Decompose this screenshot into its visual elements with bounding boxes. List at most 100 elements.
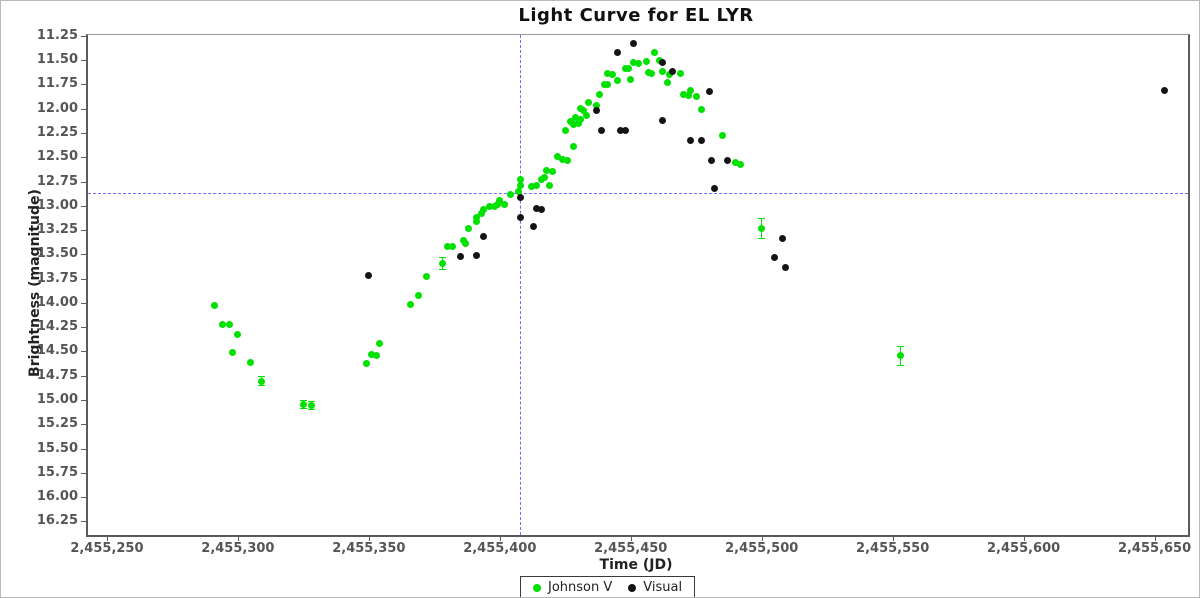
y-tick-mark	[81, 351, 86, 353]
data-point-visual	[480, 232, 488, 240]
y-tick-label: 12.25	[36, 125, 78, 141]
x-tick-label: 2,455,350	[332, 541, 406, 556]
error-bar-cap	[299, 407, 307, 409]
crosshair-vertical-line	[520, 35, 522, 535]
data-point-visual	[593, 106, 601, 114]
data-point-johnson-v	[493, 200, 501, 208]
data-point-johnson-v	[577, 116, 585, 124]
data-point-visual	[472, 252, 480, 260]
data-point-johnson-v	[234, 331, 242, 339]
x-tick-label: 2,455,400	[463, 541, 537, 556]
y-tick-label: 16.00	[36, 489, 78, 505]
y-tick-label: 14.00	[36, 294, 78, 310]
data-point-johnson-v	[676, 69, 684, 77]
data-point-johnson-v	[564, 157, 572, 165]
y-tick-label: 12.75	[36, 173, 78, 189]
data-point-johnson-v	[299, 400, 307, 408]
chart-title: Light Curve for EL LYR	[518, 5, 754, 26]
data-point-johnson-v	[642, 58, 650, 66]
y-tick-mark	[81, 60, 86, 62]
y-tick-mark	[81, 302, 86, 304]
data-point-johnson-v	[561, 127, 569, 135]
x-tick-mark	[1023, 536, 1025, 541]
data-point-johnson-v	[501, 200, 509, 208]
y-tick-label: 13.25	[36, 222, 78, 238]
data-point-johnson-v	[472, 218, 480, 226]
data-point-johnson-v	[257, 377, 265, 385]
y-tick-mark	[81, 181, 86, 183]
legend-box: Johnson V Visual	[520, 576, 696, 597]
data-point-johnson-v	[582, 111, 590, 119]
data-point-visual	[598, 127, 606, 135]
x-tick-mark	[106, 536, 108, 541]
x-tick-mark	[761, 536, 763, 541]
y-tick-label: 13.00	[36, 197, 78, 213]
data-point-johnson-v	[362, 360, 370, 368]
y-tick-mark	[81, 108, 86, 110]
y-tick-mark	[81, 133, 86, 135]
x-tick-label: 2,455,500	[725, 541, 799, 556]
x-tick-label: 2,455,300	[201, 541, 275, 556]
data-point-johnson-v	[692, 93, 700, 101]
y-tick-label: 12.00	[36, 100, 78, 116]
crosshair-horizontal-line	[88, 193, 1188, 195]
data-point-visual	[658, 59, 666, 67]
data-point-visual	[1161, 87, 1169, 95]
data-point-johnson-v	[218, 321, 226, 329]
y-tick-label: 14.75	[36, 367, 78, 383]
data-point-visual	[517, 213, 525, 221]
data-point-visual	[781, 264, 789, 272]
y-tick-mark	[81, 375, 86, 377]
data-point-johnson-v	[737, 161, 745, 169]
error-bar-cap	[257, 385, 265, 387]
y-tick-label: 15.50	[36, 440, 78, 456]
data-point-visual	[708, 157, 716, 165]
data-point-johnson-v	[407, 300, 415, 308]
data-point-visual	[687, 136, 695, 144]
data-point-visual	[517, 194, 525, 202]
x-tick-label: 2,455,450	[594, 541, 668, 556]
data-point-visual	[779, 234, 787, 242]
error-bar-cap	[758, 237, 766, 239]
y-tick-label: 15.75	[36, 464, 78, 480]
data-point-visual	[621, 127, 629, 135]
data-point-johnson-v	[684, 92, 692, 100]
plot-area[interactable]	[86, 34, 1190, 537]
y-tick-mark	[81, 521, 86, 523]
data-point-johnson-v	[687, 87, 695, 95]
data-point-johnson-v	[247, 359, 255, 367]
y-tick-label: 16.25	[36, 513, 78, 529]
data-point-johnson-v	[580, 106, 587, 114]
y-tick-mark	[81, 205, 86, 207]
y-tick-label: 12.50	[36, 149, 78, 165]
data-point-johnson-v	[635, 60, 642, 68]
data-point-johnson-v	[679, 91, 687, 99]
error-bar-cap	[307, 401, 315, 403]
data-point-johnson-v	[477, 209, 485, 217]
y-tick-mark	[81, 278, 86, 280]
x-tick-label: 2,455,250	[70, 541, 144, 556]
data-point-visual	[614, 49, 622, 57]
data-point-johnson-v	[367, 351, 375, 359]
data-point-johnson-v	[210, 301, 218, 309]
x-tick-mark	[368, 536, 370, 541]
data-point-visual	[530, 223, 538, 231]
data-point-johnson-v	[506, 191, 514, 199]
data-point-visual	[456, 253, 464, 261]
y-tick-mark	[81, 497, 86, 499]
x-tick-mark	[892, 536, 894, 541]
y-tick-mark	[81, 254, 86, 256]
data-point-johnson-v	[624, 65, 632, 72]
x-tick-mark	[237, 536, 239, 541]
data-point-visual	[538, 205, 546, 213]
data-point-johnson-v	[648, 69, 656, 77]
data-point-johnson-v	[543, 166, 551, 174]
data-point-visual	[724, 157, 732, 165]
error-bar-cap	[896, 345, 904, 347]
y-tick-label: 11.75	[36, 76, 78, 92]
data-point-johnson-v	[595, 91, 603, 99]
data-point-johnson-v	[731, 159, 739, 167]
data-point-johnson-v	[373, 352, 381, 360]
data-point-johnson-v	[553, 153, 561, 161]
